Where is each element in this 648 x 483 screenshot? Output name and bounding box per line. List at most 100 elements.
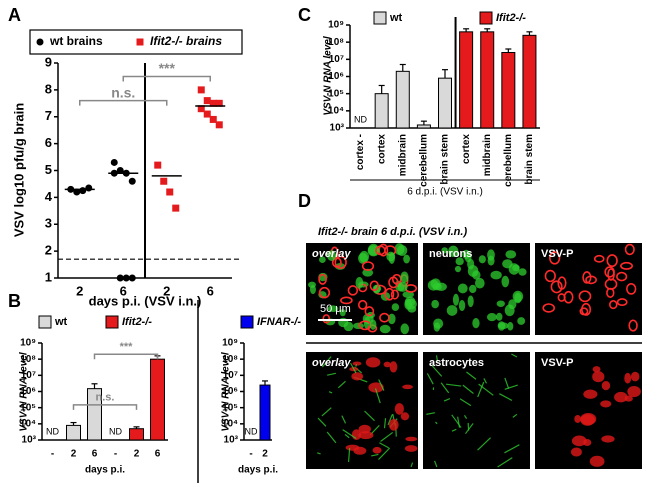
x-axis-label: 6 d.p.i. (VSV i.n.) <box>407 187 483 198</box>
cell-blob <box>544 269 556 283</box>
bar <box>522 34 537 129</box>
cell-process <box>445 383 462 387</box>
legend-swatch <box>240 315 254 329</box>
cell-blob <box>405 436 418 442</box>
cell-process <box>483 378 488 384</box>
cell-process <box>371 453 379 457</box>
cell-blob <box>478 255 486 264</box>
bar <box>416 124 431 129</box>
cell-blob <box>592 371 605 383</box>
x-tick-label: midbrain <box>482 134 493 176</box>
data-point <box>197 86 205 94</box>
y-tick-label: 3 <box>45 216 52 231</box>
cell-blob <box>358 252 368 264</box>
cell-blob <box>620 261 634 270</box>
cell-process <box>378 379 385 391</box>
y-tick-label: 4 <box>45 189 53 204</box>
cell-process <box>383 418 387 429</box>
cell-blob <box>327 305 339 312</box>
y-tick-label: 10⁸ <box>328 37 344 48</box>
cell-process <box>317 417 327 427</box>
image-label: astrocytes <box>429 357 484 369</box>
cell-blob <box>394 403 404 415</box>
data-point <box>215 99 223 107</box>
cell-blob <box>616 271 628 282</box>
x-tick-label: 2 <box>71 449 77 460</box>
x-axis-label: days p.i. <box>238 465 278 476</box>
cell-blob <box>361 261 375 272</box>
cell-blob <box>563 290 574 304</box>
y-tick-label: 2 <box>45 243 52 258</box>
cell-blob <box>326 250 337 262</box>
legend-swatch <box>373 11 387 25</box>
panel-letter: B <box>8 291 21 311</box>
panel-letter: C <box>298 5 311 25</box>
bar <box>66 424 81 441</box>
cell-blob <box>508 299 517 310</box>
cell-process <box>435 421 438 425</box>
cell-blob <box>487 255 495 266</box>
value-label: ND <box>109 426 122 436</box>
y-axis-label: VSV log10 pfu/g brain <box>11 103 26 237</box>
cell-blob <box>512 290 524 303</box>
bar <box>501 52 516 129</box>
data-point <box>209 115 217 123</box>
panel-letter: A <box>8 5 21 25</box>
cell-blob <box>570 447 582 457</box>
cell-blob <box>431 299 439 309</box>
cell-blob <box>386 251 396 262</box>
cell-blob <box>397 281 408 292</box>
cell-blob <box>358 424 371 434</box>
data-point <box>203 97 211 105</box>
cell-blob <box>384 287 395 301</box>
cell-blob <box>550 280 563 294</box>
cell-blob <box>507 322 514 331</box>
cell-blob <box>400 412 410 421</box>
y-tick-label: 10⁹ <box>20 338 36 349</box>
cell-blob <box>600 400 612 408</box>
cell-process <box>374 388 381 404</box>
cell-blob <box>571 435 587 447</box>
cell-process <box>477 437 491 451</box>
cell-process <box>440 382 450 394</box>
cell-blob <box>433 322 441 332</box>
cell-blob <box>458 299 466 312</box>
cell-blob <box>389 361 398 373</box>
y-tick-label: 10³ <box>330 123 345 134</box>
cell-blob <box>592 366 601 373</box>
legend-label: wt <box>389 12 403 24</box>
data-point <box>110 158 118 166</box>
cell-blob <box>379 324 391 334</box>
cell-blob <box>355 276 364 289</box>
cell-blob <box>505 250 517 259</box>
cell-blob <box>542 303 556 313</box>
image-label: overlay <box>312 248 351 260</box>
cell-process <box>326 431 337 444</box>
cell-process <box>317 452 321 455</box>
x-tick-label: brain stem <box>524 134 535 185</box>
y-tick-label: 10⁸ <box>20 354 36 365</box>
cell-blob <box>627 385 641 398</box>
cell-blob <box>402 384 413 390</box>
cell-blob <box>501 275 510 288</box>
significance-label: n.s. <box>111 84 135 100</box>
cell-process <box>434 460 438 468</box>
x-tick-label: - <box>249 449 252 460</box>
y-tick-label: 10⁵ <box>222 402 238 413</box>
cell-blob <box>441 247 448 254</box>
x-tick-label: - <box>51 449 54 460</box>
data-point <box>79 187 87 195</box>
y-tick-label: 10⁴ <box>328 105 344 116</box>
image-label: VSV-P <box>541 248 573 260</box>
data-point <box>166 188 174 196</box>
cell-blob <box>403 254 410 264</box>
data-point <box>85 184 93 192</box>
cell-blob <box>400 323 410 335</box>
x-tick-label: 2 <box>262 449 268 460</box>
cell-process <box>464 423 474 435</box>
cell-process <box>380 431 394 442</box>
value-label: ND <box>354 114 367 124</box>
cell-blob <box>340 296 353 305</box>
cell-blob <box>372 446 382 454</box>
